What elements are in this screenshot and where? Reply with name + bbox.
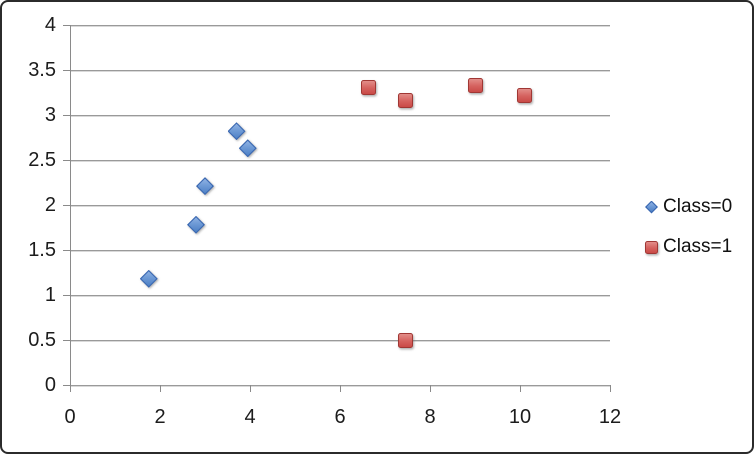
y-tick-label: 0.5	[28, 329, 56, 351]
gridline	[70, 115, 610, 116]
legend-marker-wrap	[645, 200, 658, 214]
y-tick-label: 1.5	[28, 239, 56, 261]
y-tick-label: 1	[44, 284, 56, 306]
x-tick-label: 12	[598, 406, 622, 428]
y-axis-tick	[63, 160, 70, 161]
data-point-class=0	[238, 139, 257, 158]
legend-marker-wrap	[645, 240, 658, 254]
diamond-marker-icon	[187, 215, 205, 234]
y-tick-label: 2.5	[28, 149, 56, 171]
gridline	[70, 250, 610, 251]
x-axis-tick	[160, 385, 161, 392]
data-point-class=1	[517, 87, 532, 103]
gridline	[70, 160, 610, 161]
x-tick-label: 4	[244, 406, 256, 428]
x-axis-tick	[70, 385, 71, 392]
x-tick-label: 2	[154, 406, 166, 428]
gridline	[70, 25, 610, 26]
data-point-class=0	[227, 122, 246, 141]
data-point-class=1	[467, 77, 483, 93]
legend: Class=0 Class=1	[645, 187, 750, 267]
y-axis-tick	[63, 115, 70, 116]
gridline	[70, 340, 610, 341]
legend-item: Class=0	[645, 187, 750, 227]
data-point-class=1	[360, 79, 376, 95]
y-tick-label: 3.5	[28, 59, 56, 81]
y-axis-tick	[63, 385, 70, 386]
y-axis-line	[70, 25, 71, 385]
diamond-marker-icon	[196, 177, 214, 196]
y-axis-tick	[63, 25, 70, 26]
diamond-marker-icon	[227, 122, 246, 141]
data-point-class=1	[397, 333, 413, 349]
x-axis-tick	[250, 385, 251, 392]
x-axis-tick	[430, 385, 431, 392]
x-tick-label: 8	[424, 406, 436, 428]
legend-label: Class=1	[663, 236, 733, 257]
y-axis-tick	[63, 340, 70, 341]
legend-square-icon	[645, 240, 658, 254]
y-axis-tick	[63, 205, 70, 206]
legend-item: Class=1	[645, 227, 750, 267]
y-tick-label: 0	[44, 374, 56, 396]
data-point-class=0	[187, 215, 205, 234]
legend-label: Class=0	[663, 196, 733, 217]
y-tick-label: 2	[44, 194, 56, 216]
gridline	[70, 295, 610, 296]
legend-diamond-icon	[645, 200, 658, 214]
gridline	[70, 205, 610, 206]
x-tick-label: 0	[64, 406, 76, 428]
y-axis-tick	[63, 295, 70, 296]
y-tick-label: 3	[44, 104, 56, 126]
data-point-class=1	[397, 93, 413, 109]
diamond-marker-icon	[238, 139, 257, 158]
diamond-marker-icon	[139, 269, 158, 288]
x-tick-label: 6	[334, 406, 346, 428]
y-axis-tick	[63, 250, 70, 251]
y-axis-tick	[63, 70, 70, 71]
data-point-class=0	[196, 177, 214, 196]
x-axis-tick	[520, 385, 521, 392]
x-tick-label: 10	[508, 406, 532, 428]
data-point-class=0	[139, 269, 158, 288]
gridline	[70, 70, 610, 71]
x-axis-tick	[610, 385, 611, 392]
y-tick-label: 4	[44, 14, 56, 36]
x-axis-tick	[340, 385, 341, 392]
